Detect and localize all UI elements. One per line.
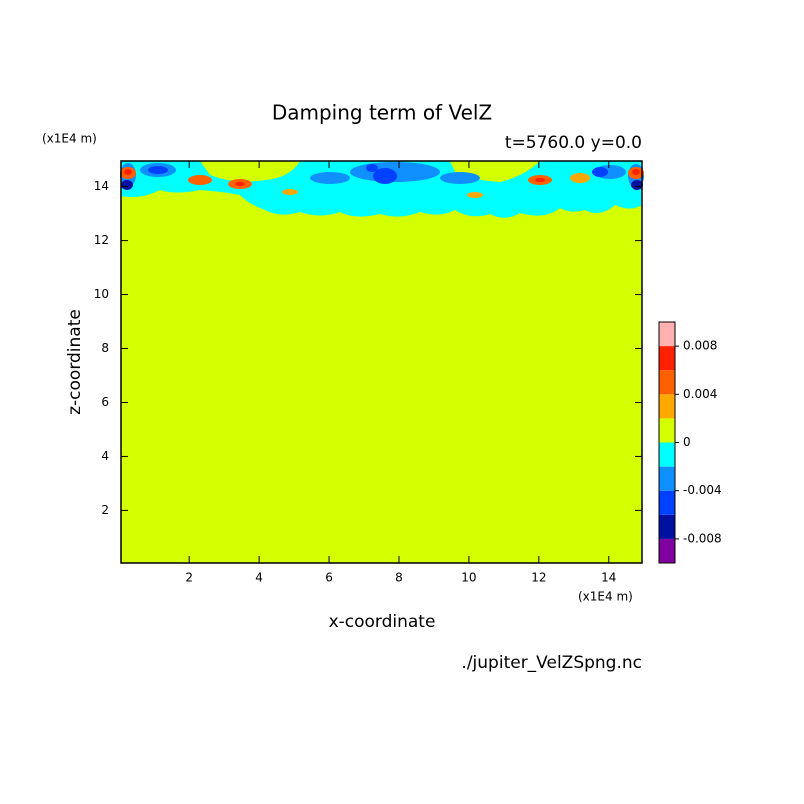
x-tick-label: 12 [531,571,546,585]
colorbar-swatch [659,538,675,563]
negative-lobe [440,172,480,184]
colorbar-tick-label: 0 [683,435,691,449]
colorbar-swatch [659,370,675,395]
positive-lobe [188,175,212,185]
x-tick-label: 10 [461,571,476,585]
colorbar-tick-label: 0.004 [683,387,717,401]
y-tick-label: 14 [94,179,109,193]
negative-lobe [148,166,168,174]
colorbar-tick-label: -0.004 [683,483,722,497]
chart-title: Damping term of VelZ [272,101,492,125]
positive-lobe [632,169,640,175]
lime-patch [200,161,300,182]
positive-lobe [282,189,298,195]
colorbar-swatch [659,466,675,491]
negative-lobe [631,180,643,190]
negative-lobe [366,164,378,172]
background-field [121,161,642,563]
colorbar-swatch [659,490,675,515]
positive-lobe [467,192,483,198]
x-axis-label: x-coordinate [329,612,436,632]
x-tick-label: 8 [395,571,403,585]
colorbar-tick-label: -0.008 [683,531,722,545]
source-file: ./jupiter_VelZSpng.nc [461,653,642,673]
y-tick-label: 6 [101,395,109,409]
x-tick-label: 2 [185,571,193,585]
colorbar-swatch [659,442,675,467]
contour-field [120,161,644,563]
y-tick-label: 12 [94,233,109,247]
chart-subtitle: t=5760.0 y=0.0 [505,133,642,153]
colorbar-swatch [659,346,675,371]
y-tick-label: 10 [94,287,109,301]
positive-lobe [570,173,590,183]
y-axis-label: z-coordinate [65,309,85,415]
negative-lobe [373,168,397,184]
y-unit: (x1E4 m) [42,132,97,146]
colorbar-swatch [659,418,675,443]
negative-lobe [121,180,133,190]
positive-lobe [124,169,132,175]
positive-lobe [535,178,545,182]
positive-lobe [235,182,245,186]
colorbar-swatch [659,394,675,419]
plot-frame [120,160,643,564]
y-tick-label: 2 [101,503,109,517]
y-tick-label: 4 [101,449,109,463]
colorbar-tick-label: 0.008 [683,339,717,353]
y-tick-label: 8 [101,341,109,355]
colorbar-swatch [659,322,675,347]
colorbar-swatch [659,514,675,539]
x-tick-label: 6 [325,571,333,585]
x-tick-label: 4 [255,571,263,585]
negative-lobe [310,172,350,184]
x-unit: (x1E4 m) [578,590,633,604]
x-tick-label: 14 [601,571,616,585]
negative-lobe [592,167,608,177]
